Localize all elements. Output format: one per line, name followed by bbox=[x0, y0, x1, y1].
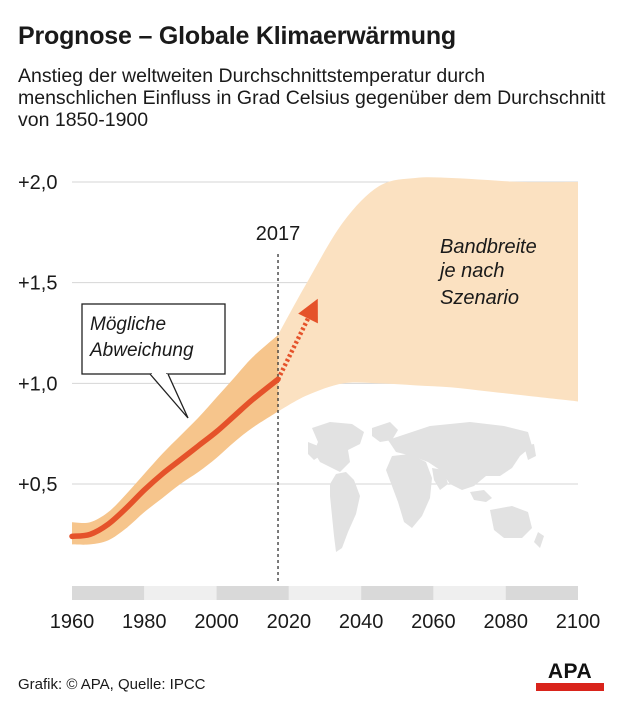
observed-line-path bbox=[69, 376, 281, 540]
band-future-area bbox=[278, 177, 578, 412]
apa-logo-bar bbox=[536, 683, 604, 691]
x-tick-label-1960: 1960 bbox=[50, 611, 95, 633]
x-axis-stripe-2020 bbox=[288, 586, 362, 600]
callout: Mögliche Abweichung bbox=[81, 303, 226, 419]
x-axis-stripe-1980 bbox=[144, 586, 217, 600]
x-tick-label-1980: 1980 bbox=[122, 611, 167, 633]
projection-arrow-shaft bbox=[275, 317, 311, 381]
x-axis-stripe-2080 bbox=[505, 586, 578, 600]
x-tick-label-2020: 2020 bbox=[267, 611, 312, 633]
projection-arrow bbox=[275, 298, 318, 381]
x-axis-stripe-1960 bbox=[72, 586, 145, 600]
y-tick-label: +1,0 bbox=[18, 373, 57, 395]
x-tick-label-2000: 2000 bbox=[194, 611, 239, 633]
year-2017-label: 2017 bbox=[256, 223, 301, 245]
x-axis: 1960 1980 2000 2020 2040 2060 2080 2100 bbox=[50, 586, 601, 633]
apa-logo: APA bbox=[536, 660, 604, 692]
y-tick-label: +2,0 bbox=[18, 172, 57, 194]
world-map-icon bbox=[308, 422, 544, 552]
callout-pointer bbox=[149, 373, 189, 419]
x-tick-label-2060: 2060 bbox=[411, 611, 456, 633]
x-tick-label-2040: 2040 bbox=[339, 611, 384, 633]
band-label-line-2: je nach bbox=[437, 260, 505, 282]
projection-arrow-head bbox=[298, 298, 318, 324]
y-tick-label: +1,5 bbox=[18, 273, 57, 295]
temperature-chart: 2017 1960 1980 2000 2020 2040 2060 2080 2100 +2… bbox=[18, 172, 601, 633]
x-tick-label-2080: 2080 bbox=[483, 611, 528, 633]
apa-logo-text: APA bbox=[547, 660, 593, 683]
x-axis-stripe-2000 bbox=[216, 586, 289, 600]
x-axis-stripe-2060 bbox=[433, 586, 506, 600]
y-axis: +2,0 +1,5 +1,0 +0,5 bbox=[18, 172, 57, 496]
chart-title: Prognose – Globale Klimaerwärmung bbox=[18, 22, 456, 50]
observed-line bbox=[69, 376, 281, 540]
y-tick-label: +0,5 bbox=[18, 474, 57, 496]
source-note: Grafik: © APA, Quelle: IPCC bbox=[18, 676, 206, 693]
callout-line-2: Abweichung bbox=[89, 340, 194, 361]
band-label-line-1: Bandbreite bbox=[440, 236, 537, 258]
callout-line-1: Mögliche bbox=[90, 314, 166, 335]
x-tick-label-2100: 2100 bbox=[556, 611, 601, 633]
band-past-area bbox=[72, 335, 279, 545]
band-label-line-3: Szenario bbox=[440, 287, 519, 309]
uncertainty-bands bbox=[72, 177, 578, 545]
chart-subtitle: Anstieg der weltweiten Durchschnittstemp… bbox=[18, 65, 606, 131]
x-axis-stripe-2040 bbox=[361, 586, 434, 600]
